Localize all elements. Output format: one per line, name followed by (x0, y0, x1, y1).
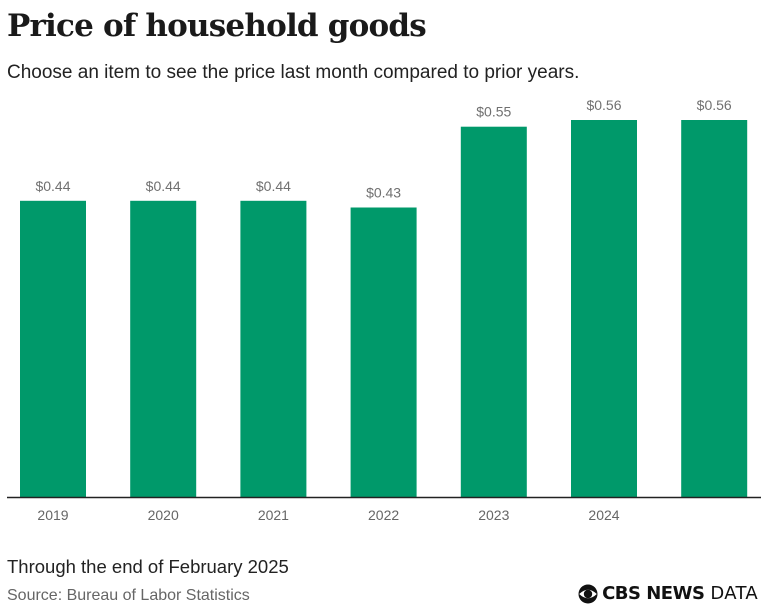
data-label: $0.44 (146, 178, 181, 194)
x-tick-labels-group: 2019 2020 2021 2022 2023 2024 (37, 507, 619, 523)
x-tick-label: 2020 (148, 507, 179, 523)
source-note: Source: Bureau of Labor Statistics (7, 587, 250, 604)
x-tick-label: 2024 (588, 507, 619, 523)
data-label: $0.44 (256, 178, 291, 194)
cbs-news-data-logo: CBS NEWS DATA (578, 583, 758, 604)
data-label: $0.56 (586, 97, 621, 113)
bar-2022[interactable] (350, 207, 417, 498)
x-tick-label: 2022 (368, 507, 399, 523)
bar-2021[interactable] (240, 200, 307, 498)
brand-suffix: DATA (710, 583, 758, 604)
bar-2023[interactable] (460, 126, 527, 497)
data-label: $0.43 (366, 185, 401, 201)
bars-group (20, 120, 748, 498)
data-labels-group: $0.44 $0.44 $0.44 $0.43 $0.55 $0.56 $0.56 (35, 97, 731, 201)
footnote: Through the end of February 2025 (7, 556, 289, 577)
brand-name: CBS NEWS (602, 583, 705, 604)
bar-latest[interactable] (681, 120, 748, 497)
x-tick-label: 2023 (478, 507, 509, 523)
cbs-eye-icon (578, 584, 598, 603)
x-tick-label: 2021 (258, 507, 289, 523)
chart-title: Price of household goods (7, 8, 427, 44)
chart-subtitle: Choose an item to see the price last mon… (7, 62, 580, 83)
bar-2020[interactable] (130, 200, 197, 498)
x-tick-label: 2019 (37, 507, 68, 523)
data-label: $0.55 (476, 104, 511, 120)
bar-chart: $0.44 $0.44 $0.44 $0.43 $0.55 $0.56 $0.56 2019… (7, 97, 761, 523)
data-label: $0.56 (697, 97, 732, 113)
bar-2019[interactable] (20, 200, 86, 498)
data-label: $0.44 (35, 178, 70, 194)
bar-2024[interactable] (571, 120, 637, 497)
